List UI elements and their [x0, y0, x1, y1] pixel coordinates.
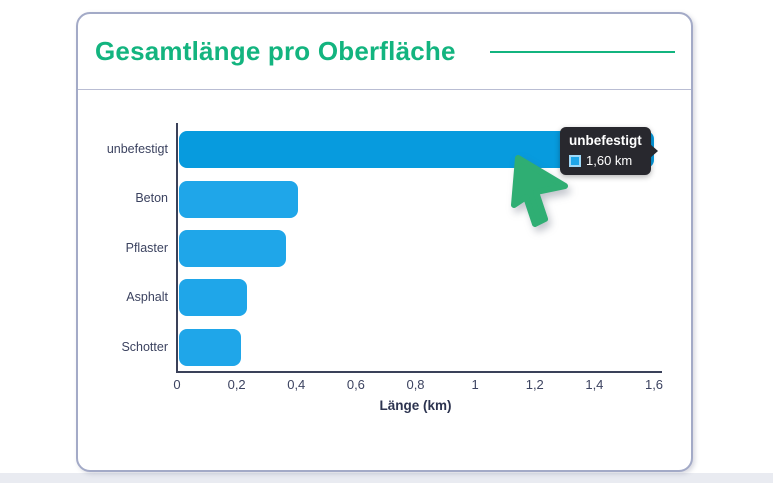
x-tick-label: 0,8 — [406, 377, 425, 392]
x-tick-label: 1,4 — [585, 377, 604, 392]
x-tick-label: 0,2 — [227, 377, 246, 392]
bar-Asphalt[interactable] — [179, 279, 248, 317]
category-label: Pflaster — [125, 240, 168, 255]
x-axis-line — [176, 371, 662, 373]
bar-Beton[interactable] — [179, 180, 298, 218]
x-tick-label: 0,6 — [346, 377, 365, 392]
category-label: Beton — [135, 191, 168, 206]
tooltip-value-row: 1,60 km — [569, 153, 642, 168]
x-tick-label: 1,2 — [525, 377, 544, 392]
x-tick-label: 1,6 — [644, 377, 664, 392]
card-header: Gesamtlänge pro Oberfläche — [78, 14, 691, 90]
x-axis-title: Länge (km) — [379, 398, 452, 413]
bar-Pflaster[interactable] — [179, 230, 286, 267]
category-label: unbefestigt — [106, 142, 168, 156]
title-rule — [489, 50, 675, 53]
y-axis-line — [176, 123, 178, 373]
tooltip-title: unbefestigt — [569, 133, 642, 148]
x-tick-label: 0,4 — [287, 377, 306, 392]
page-bottom-strip — [0, 473, 773, 483]
cursor-pointer-icon — [511, 155, 568, 227]
chart-card: Gesamtlänge pro Oberfläche — [76, 12, 693, 472]
category-label: Asphalt — [126, 290, 168, 305]
category-label: Schotter — [121, 339, 168, 354]
tooltip-value: 1,60 km — [586, 153, 633, 168]
card-title: Gesamtlänge pro Oberfläche — [95, 36, 456, 66]
x-tick-label: 1 — [471, 377, 479, 392]
legend-swatch-icon — [569, 154, 581, 167]
bar-Schotter[interactable] — [179, 328, 242, 366]
x-tick-label: 0 — [173, 377, 181, 392]
tooltip: unbefestigt 1,60 km — [560, 127, 651, 175]
